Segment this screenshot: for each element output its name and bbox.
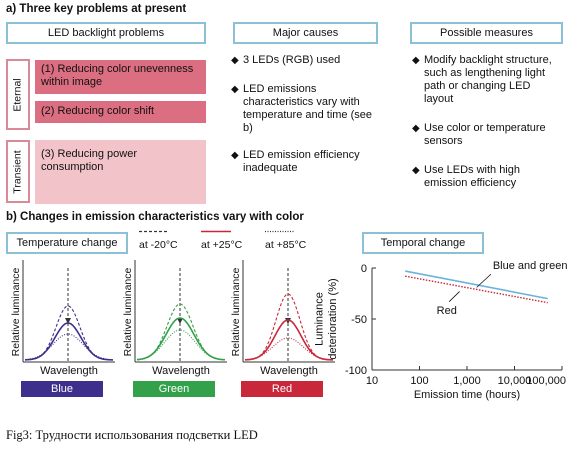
causes-header-label: Major causes	[272, 27, 339, 39]
color-label-green: Green	[133, 381, 215, 397]
temp-change-header: Temperature change	[6, 232, 128, 254]
series-line-red	[405, 275, 548, 304]
diamond-bullet-icon: ◆	[412, 55, 420, 66]
series-line-blue-green	[405, 270, 548, 300]
curve-minus20	[24, 305, 114, 361]
temp-change-header-label: Temperature change	[16, 237, 118, 249]
spectrum-panel-red: Relative luminance Wavelength Red	[226, 258, 336, 400]
problem-3: (3) Reducing power consumption	[35, 140, 206, 204]
diamond-bullet-icon: ◆	[231, 84, 239, 95]
spectrum-panel-blue: Relative luminance Wavelength Blue	[6, 258, 116, 400]
peak-arrow-icon	[177, 318, 183, 324]
curve-plus85	[244, 337, 334, 361]
cause-3: ◆ LED emission efficiency inadequate	[231, 149, 381, 175]
curve-plus25	[136, 317, 226, 361]
section-b-heading: b) Changes in emission characteristics v…	[6, 211, 304, 223]
temporal-y-label: Luminancedeterioration (%)	[314, 278, 339, 359]
diamond-bullet-icon: ◆	[231, 150, 239, 161]
measure-3: ◆ Use LEDs with high emission efficiency	[412, 164, 562, 190]
wavelength-label: Wavelength	[40, 365, 98, 377]
figure-caption: Fig3: Трудности использования подсветки …	[6, 428, 258, 442]
x-tick-label: 10,000	[498, 375, 532, 387]
legend-item-plus25: at +25°C	[201, 228, 261, 254]
legend-label-minus20: at -20°C	[139, 239, 178, 251]
cause-1: ◆ 3 LEDs (RGB) used	[231, 54, 381, 67]
cause-2-text: LED emissions characteristics vary with …	[243, 83, 373, 134]
legend-item-plus85: at +85°C	[265, 228, 325, 254]
problem-1: (1) Reducing color unevenness within ima…	[35, 60, 206, 94]
cause-3-text: LED emission efficiency inadequate	[243, 149, 360, 174]
measure-2: ◆ Use color or temperature sensors	[412, 122, 562, 148]
legend-dashed-line	[139, 230, 169, 233]
transient-label: Transient	[12, 149, 25, 194]
label-pointer	[448, 291, 460, 302]
measures-header-label: Possible measures	[440, 27, 533, 39]
peak-arrow-icon	[65, 318, 71, 324]
measure-2-text: Use color or temperature sensors	[424, 122, 546, 147]
temporal-change-header: Temporal change	[362, 232, 484, 254]
curve-plus85	[136, 329, 226, 361]
diamond-bullet-icon: ◆	[231, 55, 239, 66]
legend-label-plus85: at +85°C	[265, 239, 307, 251]
temporal-change-header-label: Temporal change	[380, 237, 466, 249]
label-pointer	[476, 273, 492, 288]
section-a-heading: a) Three key problems at present	[6, 3, 187, 15]
legend-solid-line	[201, 230, 231, 233]
curve-plus25	[24, 322, 114, 361]
y-tick-label: 0	[361, 263, 367, 275]
legend-dotted-line	[265, 230, 295, 233]
y-tick-label: -50	[351, 314, 367, 326]
problems-header-label: LED backlight problems	[47, 27, 165, 39]
diamond-bullet-icon: ◆	[412, 165, 420, 176]
problem-2-text: (2) Reducing color shift	[41, 105, 155, 117]
eternal-label: Eternal	[12, 77, 24, 112]
x-tick-label: 10	[366, 375, 378, 387]
measures-header: Possible measures	[410, 22, 563, 44]
measure-1: ◆ Modify backlight structure, such as le…	[412, 54, 562, 106]
temporal-x-label: Emission time (hours)	[414, 389, 520, 401]
color-label-red: Red	[241, 381, 323, 397]
problem-3-text: (3) Reducing power consumption	[41, 148, 137, 173]
transient-side-label: Transient	[6, 140, 30, 203]
measure-1-text: Modify backlight structure, such as leng…	[424, 54, 552, 105]
x-tick-label: 100,000	[526, 375, 566, 387]
spectrum-plot-blue	[22, 260, 115, 363]
eternal-side-label: Eternal	[6, 59, 30, 130]
measure-3-text: Use LEDs with high emission efficiency	[424, 164, 520, 189]
spectrum-panel-green: Relative luminance Wavelength Green	[118, 258, 228, 400]
y-tick-label: -100	[345, 365, 367, 377]
problems-header: LED backlight problems	[6, 22, 206, 44]
diamond-bullet-icon: ◆	[412, 123, 420, 134]
color-label-blue: Blue	[21, 381, 103, 397]
curve-plus85	[24, 333, 114, 361]
causes-header: Major causes	[233, 22, 378, 44]
x-tick-label: 100	[410, 375, 428, 387]
x-tick-label: 1,000	[453, 375, 481, 387]
curve-minus20	[136, 303, 226, 361]
spectrum-plot-red	[242, 260, 335, 363]
cause-1-text: 3 LEDs (RGB) used	[243, 54, 341, 66]
legend-label-plus25: at +25°C	[201, 239, 243, 251]
problem-2: (2) Reducing color shift	[35, 101, 206, 123]
legend-item-minus20: at -20°C	[139, 228, 199, 254]
wavelength-label: Wavelength	[152, 365, 210, 377]
series-label-blue-green: Blue and green	[493, 260, 568, 272]
cause-2: ◆ LED emissions characteristics vary wit…	[231, 83, 381, 135]
spectrum-plot-green	[134, 260, 227, 363]
problem-1-text: (1) Reducing color unevenness within ima…	[41, 63, 194, 88]
wavelength-label: Wavelength	[260, 365, 318, 377]
series-label-red: Red	[437, 305, 457, 317]
